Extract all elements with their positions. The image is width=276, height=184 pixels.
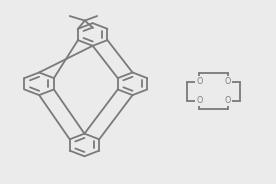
Text: O: O — [225, 77, 231, 86]
Text: O: O — [196, 77, 202, 86]
Text: O: O — [225, 96, 231, 105]
Text: O: O — [196, 96, 202, 105]
